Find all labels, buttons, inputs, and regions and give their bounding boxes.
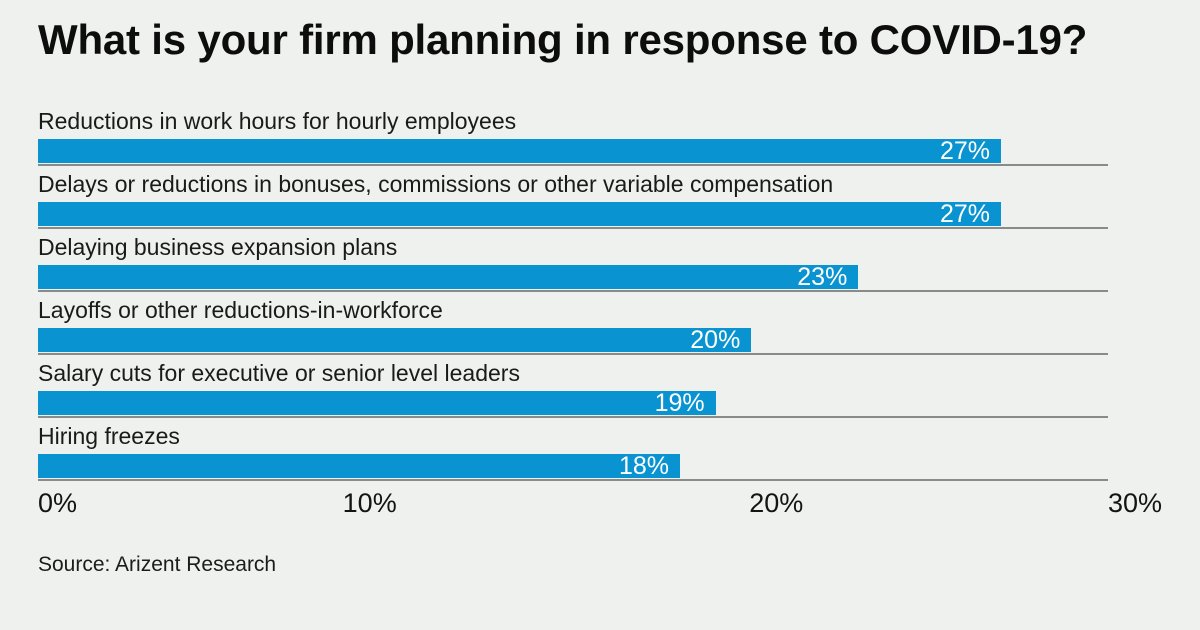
- bar-category-label: Salary cuts for executive or senior leve…: [38, 360, 520, 386]
- source-text: Source: Arizent Research: [38, 553, 277, 576]
- bar: 27%: [38, 137, 1001, 165]
- bar-category-label: Reductions in work hours for hourly empl…: [38, 108, 517, 134]
- x-axis: 0% 10% 20% 30%: [38, 488, 1162, 520]
- bar-row: Layoffs or other reductions-in-workforce…: [38, 296, 1108, 355]
- bar: 19%: [38, 389, 716, 417]
- x-tick-label: 0%: [38, 488, 78, 518]
- x-tick-label: 10%: [342, 488, 397, 518]
- bar-track: 20%: [38, 328, 1108, 355]
- page-title: What is your firm planning in response t…: [38, 16, 1088, 63]
- bar: 18%: [38, 452, 680, 480]
- bar-row: Delaying business expansion plans 23%: [38, 233, 1108, 292]
- bar-row: Hiring freezes 18%: [38, 422, 1108, 481]
- bar: 23%: [38, 263, 859, 291]
- bar-value-label: 27%: [939, 200, 990, 228]
- bar: 20%: [38, 326, 752, 354]
- x-tick-label: 30%: [1108, 488, 1163, 518]
- bar-category-label: Delaying business expansion plans: [38, 234, 398, 260]
- bar-category-label: Layoffs or other reductions-in-workforce: [38, 297, 443, 323]
- bar-row: Delays or reductions in bonuses, commiss…: [38, 170, 1108, 229]
- bar-track: 18%: [38, 454, 1108, 481]
- bar-value-label: 19%: [654, 389, 705, 417]
- bar-track: 19%: [38, 391, 1108, 418]
- bar-value-label: 23%: [797, 263, 848, 291]
- bar-value-label: 18%: [618, 452, 669, 480]
- bar-category-label: Hiring freezes: [38, 423, 180, 449]
- bar-track: 27%: [38, 139, 1108, 166]
- bar-value-label: 27%: [939, 137, 990, 165]
- bar-track: 23%: [38, 265, 1108, 292]
- bar-row: Salary cuts for executive or senior leve…: [38, 359, 1108, 418]
- bar-track: 27%: [38, 202, 1108, 229]
- bar-chart: Reductions in work hours for hourly empl…: [38, 107, 1108, 481]
- bar-row: Reductions in work hours for hourly empl…: [38, 107, 1108, 166]
- bar: 27%: [38, 200, 1001, 228]
- bar-value-label: 20%: [690, 326, 741, 354]
- bar-category-label: Delays or reductions in bonuses, commiss…: [38, 171, 834, 197]
- x-tick-label: 20%: [749, 488, 804, 518]
